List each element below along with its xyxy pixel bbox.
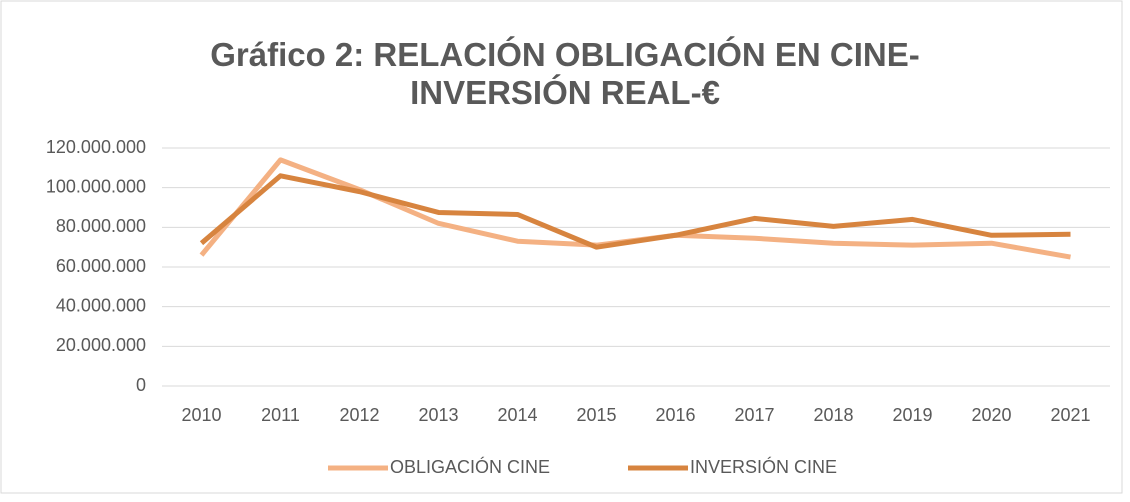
y-tick-label: 20.000.000 [56,335,146,355]
x-tick-label: 2019 [892,405,932,425]
legend-label: OBLIGACIÓN CINE [390,456,550,477]
x-tick-label: 2018 [813,405,853,425]
x-tick-label: 2013 [418,405,458,425]
y-tick-label: 40.000.000 [56,295,146,315]
y-tick-label: 100.000.000 [46,176,146,196]
y-tick-label: 80.000.000 [56,216,146,236]
x-tick-label: 2021 [1050,405,1090,425]
x-tick-label: 2011 [261,405,300,425]
x-tick-label: 2017 [734,405,774,425]
x-tick-label: 2014 [497,405,537,425]
legend-label: INVERSIÓN CINE [690,456,837,477]
y-tick-label: 60.000.000 [56,256,146,276]
y-tick-label: 0 [136,375,146,395]
x-tick-label: 2015 [576,405,616,425]
x-tick-label: 2020 [971,405,1011,425]
chart-title: Gráfico 2: RELACIÓN OBLIGACIÓN EN CINE-I… [210,36,920,111]
x-tick-label: 2010 [181,405,221,425]
line-series [199,173,1071,250]
x-tick-label: 2016 [655,405,695,425]
x-tick-label: 2012 [339,405,379,425]
y-tick-label: 120.000.000 [46,137,146,157]
